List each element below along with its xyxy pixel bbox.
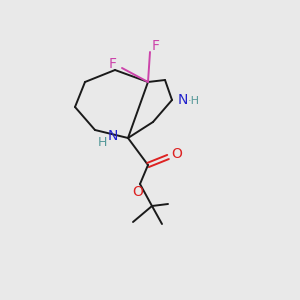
Text: N: N	[178, 93, 188, 107]
Text: F: F	[152, 39, 160, 53]
Text: N: N	[108, 129, 118, 143]
Text: O: O	[172, 147, 182, 161]
Text: O: O	[133, 185, 143, 199]
Text: F: F	[109, 57, 117, 71]
Text: H: H	[97, 136, 107, 149]
Text: ·H: ·H	[188, 96, 200, 106]
